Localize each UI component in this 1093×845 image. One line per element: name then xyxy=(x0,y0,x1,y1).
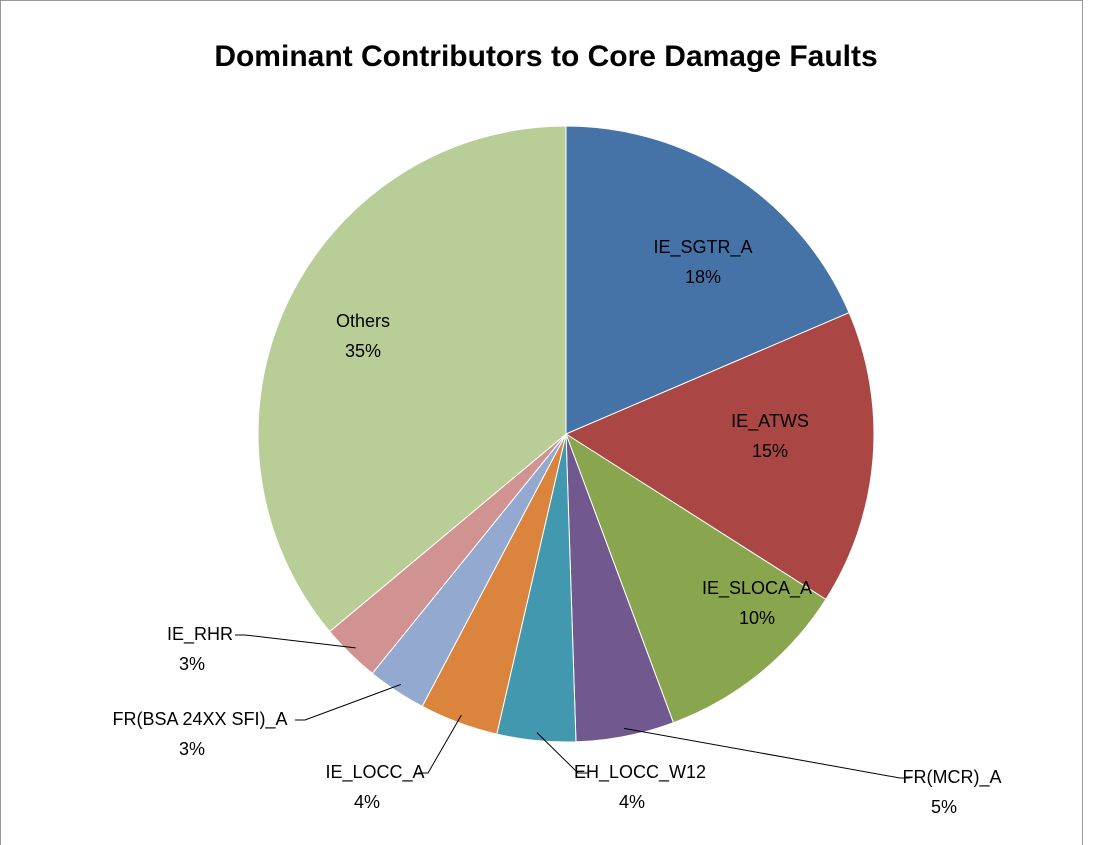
slice-label: IE_LOCC_A xyxy=(325,762,424,783)
slice-label: IE_RHR xyxy=(167,624,233,645)
leader-line xyxy=(536,732,588,774)
slice-label: IE_ATWS xyxy=(731,411,809,432)
slice-label: IE_SLOCA_A xyxy=(702,578,812,599)
chart-title: Dominant Contributors to Core Damage Fau… xyxy=(214,40,877,73)
slice-value-label: 15% xyxy=(752,441,788,461)
slice-value-label: 4% xyxy=(619,792,645,812)
slice-value-label: 10% xyxy=(739,608,775,628)
pie-slice xyxy=(565,125,850,435)
pie-slice xyxy=(564,312,875,601)
pie-slice xyxy=(257,125,567,633)
leader-line xyxy=(418,714,462,774)
leader-line xyxy=(623,727,910,779)
slice-value-label: 5% xyxy=(931,797,957,817)
slice-value-label: 18% xyxy=(685,267,721,287)
slice-value-label: 3% xyxy=(179,654,205,674)
slice-value-label: 4% xyxy=(354,792,380,812)
slice-label: Others xyxy=(336,311,390,331)
pie-slice xyxy=(565,432,827,724)
slice-value-label: 3% xyxy=(179,739,205,759)
slice-label: FR(BSA 24XX SFI)_A xyxy=(112,709,287,730)
slice-label: FR(MCR)_A xyxy=(903,767,1002,788)
slice-value-label: 35% xyxy=(345,341,381,361)
slice-label: IE_SGTR_A xyxy=(653,237,752,258)
leader-line xyxy=(295,683,402,721)
slice-label: EH_LOCC_W12 xyxy=(574,762,706,783)
leader-line xyxy=(235,634,356,649)
